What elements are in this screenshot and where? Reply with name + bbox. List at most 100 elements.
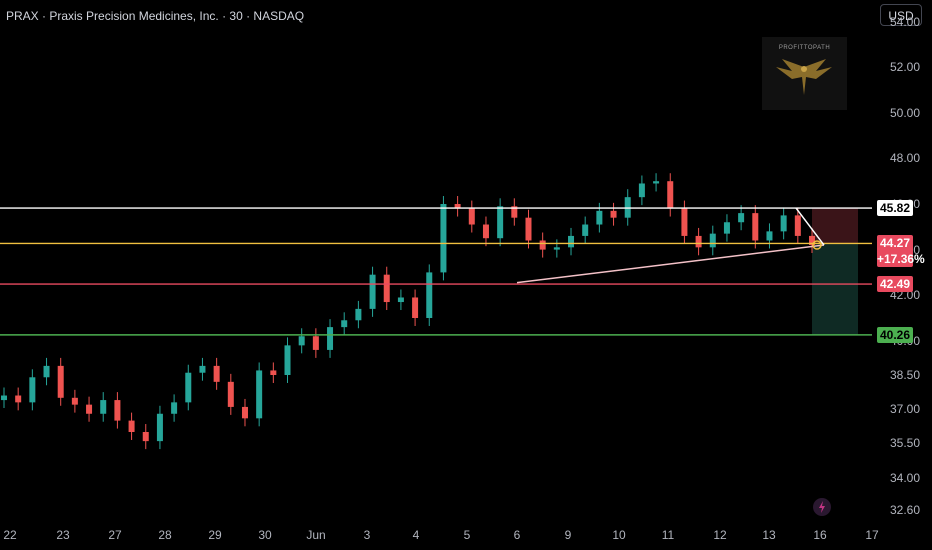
price-tag-stop: 42.49 (877, 276, 913, 293)
watermark-logo: PROFITTOPATH (762, 37, 847, 110)
x-tick-label: 12 (713, 528, 727, 542)
trendline (516, 244, 825, 284)
candle-body (780, 215, 787, 232)
x-tick-label: 4 (412, 528, 420, 542)
x-tick-label: 28 (158, 528, 172, 542)
x-tick-label: 23 (56, 528, 70, 542)
eagle-icon (776, 59, 832, 95)
apex-marker (812, 240, 822, 250)
candle-body (638, 183, 645, 198)
candle-body (553, 247, 560, 250)
currency-button[interactable]: USD (880, 4, 922, 26)
x-tick-label: 13 (762, 528, 776, 542)
candle-body (440, 204, 447, 273)
candle-body (752, 213, 759, 241)
x-tick-label: 5 (463, 528, 471, 542)
x-tick-label: 3 (363, 528, 371, 542)
candle-body (270, 370, 277, 375)
candle-body (312, 336, 319, 350)
candle-body (327, 327, 334, 350)
y-tick-label: 35.50 (889, 436, 920, 451)
candle-body (653, 181, 660, 184)
candle-body (723, 222, 730, 234)
candle-body (681, 208, 688, 236)
lightning-icon[interactable] (813, 498, 831, 516)
candle-body (454, 204, 461, 209)
price-tag-entry: 44.27 +17.36% (877, 235, 925, 268)
candle-body (482, 224, 489, 239)
x-tick-label: 10 (612, 528, 626, 542)
y-tick-label: 37.00 (889, 402, 920, 417)
candle-body (709, 233, 716, 248)
candle-body (86, 404, 93, 414)
candle-body (15, 395, 22, 403)
candle-body (43, 365, 50, 378)
candle-body (582, 224, 589, 236)
x-tick-label: 9 (564, 528, 572, 542)
price-change-label: +17.36% (877, 252, 925, 267)
candle-body (199, 365, 206, 373)
candle-body (241, 406, 248, 419)
candle-body (596, 210, 603, 225)
x-tick-label: 11 (661, 528, 675, 542)
candle-body (369, 274, 376, 309)
candle-body (156, 413, 163, 442)
candle-body (29, 377, 36, 403)
reward-zone (812, 243, 858, 335)
y-tick-label: 48.00 (889, 151, 920, 166)
price-tag-resistance: 45.82 (877, 200, 913, 217)
candle-body (1, 395, 7, 401)
candle-body (695, 235, 702, 248)
candle-body (142, 432, 149, 442)
candle-body (298, 336, 305, 346)
x-tick-label: 6 (513, 528, 521, 542)
candle-body (511, 206, 518, 218)
x-tick-label: 17 (865, 528, 879, 542)
x-tick-label: 22 (3, 528, 17, 542)
x-tick-label: 27 (108, 528, 122, 542)
y-tick-label: 50.00 (889, 105, 920, 120)
triangle-top-line (795, 207, 825, 246)
candle-body (128, 420, 135, 432)
candle-body (341, 320, 348, 328)
candle-body (738, 213, 745, 223)
candle-body (185, 372, 192, 403)
candle-body (539, 240, 546, 250)
symbol-title[interactable]: PRAX · Praxis Precision Medicines, Inc. … (6, 9, 305, 23)
candle-body (171, 402, 178, 414)
x-tick-label: 30 (258, 528, 272, 542)
candle-body (383, 274, 390, 303)
y-tick-label: 52.00 (889, 60, 920, 75)
candle-body (397, 297, 404, 303)
candle-body (227, 381, 234, 407)
candle-body (213, 365, 220, 382)
candle-body (100, 400, 107, 414)
candle-body (610, 210, 617, 218)
candle-body (256, 370, 263, 419)
x-tick-label: 29 (208, 528, 222, 542)
candle-body (71, 397, 78, 405)
y-tick-label: 38.50 (889, 368, 920, 382)
candle-body (794, 215, 801, 236)
candle-body (355, 308, 362, 321)
candle-body (426, 272, 433, 318)
x-tick-label: 16 (813, 528, 827, 542)
candle-body (284, 345, 291, 375)
candle-body (57, 365, 64, 398)
y-tick-label: 34.00 (889, 470, 920, 485)
candle-body (525, 217, 532, 241)
risk-zone (812, 208, 858, 244)
logo-text: PROFITTOPATH (778, 45, 831, 51)
candle-body (809, 235, 815, 246)
candle-body (568, 235, 575, 248)
x-tick-label: Jun (306, 528, 326, 542)
price-tag-target: 40.26 (877, 326, 913, 343)
candle-body (667, 181, 674, 209)
y-tick-label: 32.60 (889, 502, 920, 517)
candle-body (412, 297, 419, 318)
candle-body (497, 206, 504, 239)
candle-body (766, 231, 773, 241)
y-tick-label: 54.00 (889, 14, 920, 29)
